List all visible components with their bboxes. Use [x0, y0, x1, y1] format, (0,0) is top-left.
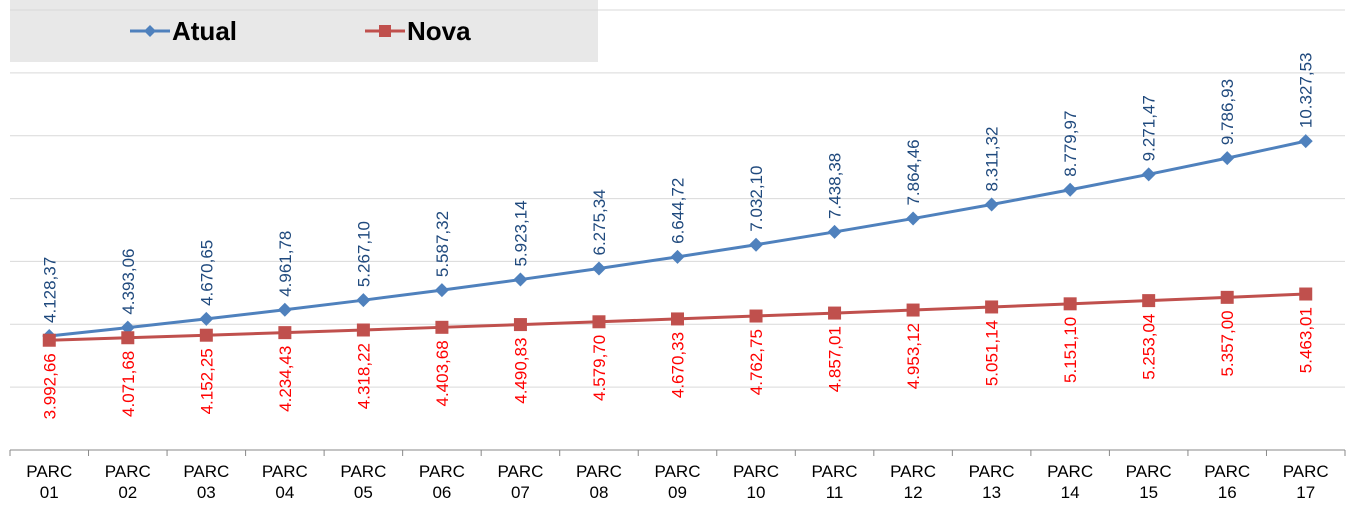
- x-tick-label: PARC 02: [104, 462, 151, 502]
- point: [671, 312, 684, 326]
- x-tick-label: PARC 14: [1047, 462, 1094, 502]
- legend-label: Atual: [172, 16, 237, 46]
- point: [1220, 290, 1234, 304]
- data-label: 9.786,93: [1218, 79, 1237, 145]
- x-tick-label: PARC 11: [811, 462, 858, 502]
- data-label: 4.490,83: [511, 338, 530, 404]
- point: [277, 302, 292, 317]
- legend-marker: [144, 25, 156, 37]
- point: [120, 320, 135, 335]
- x-tick-label: PARC 01: [26, 462, 73, 502]
- point: [356, 293, 371, 308]
- x-tick-label: PARC 13: [968, 462, 1015, 502]
- x-tick-label: PARC 15: [1125, 462, 1172, 502]
- point: [513, 272, 528, 287]
- data-label: 4.670,33: [669, 332, 688, 398]
- point: [985, 300, 999, 314]
- point: [828, 306, 842, 320]
- data-label: 4.128,37: [40, 257, 59, 323]
- legend-label: Nova: [407, 16, 471, 46]
- data-label: 7.864,46: [904, 139, 923, 205]
- data-label: 10.327,53: [1297, 52, 1316, 128]
- point: [592, 315, 606, 329]
- x-tick-label: PARC 04: [261, 462, 308, 502]
- x-tick-label: PARC 05: [340, 462, 387, 502]
- data-label: 7.438,38: [826, 153, 845, 219]
- data-label: 8.311,32: [983, 127, 1002, 192]
- data-label: 4.234,43: [276, 346, 295, 412]
- data-label: 5.267,10: [354, 221, 373, 287]
- point: [356, 323, 370, 337]
- data-label: 5.051,14: [983, 320, 1002, 386]
- data-label: 7.032,10: [747, 166, 766, 232]
- data-label: 4.762,75: [747, 329, 766, 395]
- point: [749, 237, 764, 252]
- point: [435, 320, 449, 334]
- legend-marker: [379, 25, 391, 37]
- data-label: 3.992,66: [40, 353, 59, 419]
- point: [1063, 297, 1077, 311]
- data-label: 4.857,01: [826, 326, 845, 392]
- data-label: 4.393,06: [119, 248, 138, 314]
- data-label: 5.923,14: [511, 200, 530, 266]
- data-label: 5.587,32: [433, 211, 452, 277]
- data-label: 4.403,68: [433, 340, 452, 406]
- legend-box: [10, 0, 598, 62]
- x-tick-label: PARC 06: [418, 462, 465, 502]
- x-tick-label: PARC 17: [1282, 462, 1329, 502]
- point: [670, 249, 685, 264]
- data-label: 4.318,22: [354, 343, 373, 409]
- x-tick-label: PARC 07: [497, 462, 544, 502]
- point: [984, 197, 999, 212]
- data-label: 4.953,12: [904, 323, 923, 389]
- point: [1141, 167, 1156, 182]
- x-tick-label: PARC 12: [890, 462, 937, 502]
- data-label: 9.271,47: [1140, 95, 1159, 161]
- data-label: 5.357,00: [1218, 310, 1237, 376]
- data-label: 5.463,01: [1297, 307, 1316, 373]
- data-label: 4.670,65: [197, 240, 216, 306]
- point: [278, 326, 292, 340]
- x-tick-label: PARC 03: [183, 462, 230, 502]
- point: [1220, 151, 1235, 166]
- data-label: 6.275,34: [590, 189, 609, 255]
- data-label: 8.779,97: [1061, 111, 1080, 177]
- point: [513, 318, 527, 332]
- point: [1063, 182, 1078, 197]
- x-tick-label: PARC 09: [654, 462, 701, 502]
- point: [827, 224, 842, 239]
- point: [1299, 287, 1313, 301]
- data-label: 4.961,78: [276, 231, 295, 297]
- data-label: 5.151,10: [1061, 317, 1080, 383]
- data-label: 4.071,68: [119, 351, 138, 417]
- point: [1142, 294, 1156, 308]
- data-label: 5.253,04: [1140, 314, 1159, 380]
- point: [906, 303, 920, 317]
- x-tick-label: PARC 16: [1204, 462, 1251, 502]
- x-tick-label: PARC 08: [575, 462, 622, 502]
- point: [906, 211, 921, 226]
- point: [199, 311, 214, 326]
- point: [591, 261, 606, 276]
- data-label: 4.152,25: [197, 348, 216, 414]
- point: [121, 331, 135, 345]
- point: [434, 283, 449, 298]
- point: [42, 333, 56, 347]
- x-tick-label: PARC 10: [733, 462, 779, 502]
- point: [749, 309, 763, 323]
- data-label: 6.644,72: [669, 178, 688, 244]
- data-label: 4.579,70: [590, 335, 609, 401]
- point: [199, 328, 213, 342]
- point: [1298, 134, 1313, 149]
